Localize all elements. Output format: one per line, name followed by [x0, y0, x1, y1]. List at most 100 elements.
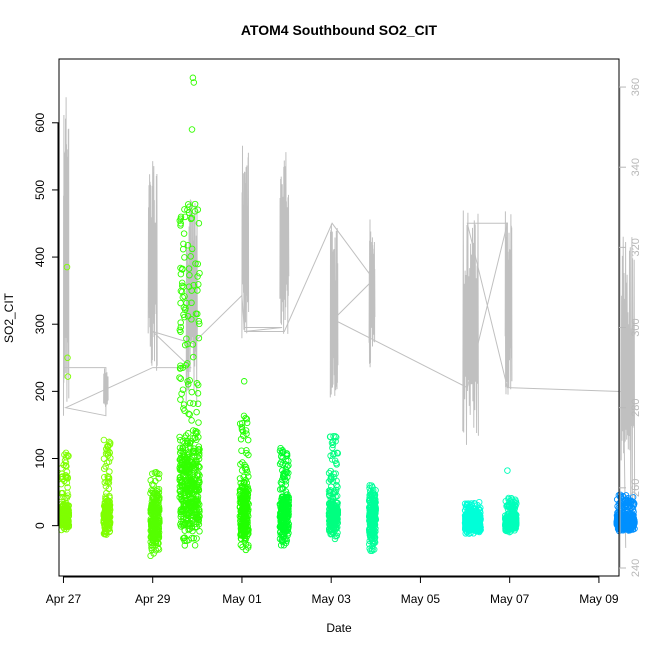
data-point	[368, 524, 375, 531]
x-axis-label: Date	[326, 621, 352, 635]
data-point	[184, 430, 192, 437]
data-point	[280, 541, 288, 549]
data-point	[620, 501, 627, 508]
data-point	[155, 496, 163, 504]
data-point	[192, 449, 200, 457]
y-axis-label: SO2_CIT	[2, 292, 16, 343]
data-point	[284, 491, 291, 498]
data-point	[282, 466, 290, 473]
data-point	[150, 511, 158, 518]
data-point	[191, 542, 199, 549]
data-point	[186, 399, 194, 407]
data-point	[154, 511, 162, 519]
data-point	[191, 200, 199, 208]
data-point	[283, 500, 291, 507]
data-point	[194, 390, 202, 397]
data-point	[59, 509, 67, 516]
data-point	[63, 474, 70, 481]
data-point	[194, 493, 202, 500]
data-point	[369, 542, 376, 550]
data-point	[477, 509, 484, 516]
data-point	[327, 519, 334, 526]
data-point	[188, 299, 195, 307]
data-point	[192, 429, 199, 437]
data-point-outlier	[240, 378, 248, 385]
data-point	[148, 541, 155, 549]
data-point	[106, 518, 114, 526]
data-point	[331, 535, 339, 543]
data-point	[181, 499, 188, 507]
data-point	[188, 478, 195, 486]
data-point	[327, 433, 334, 440]
data-point	[368, 503, 375, 511]
data-point	[59, 489, 66, 497]
data-point	[155, 485, 163, 493]
y2-tick-label: 320	[630, 238, 642, 256]
data-point	[366, 541, 373, 548]
data-point-outlier	[64, 373, 72, 380]
data-point	[192, 485, 200, 493]
data-point	[195, 281, 202, 288]
data-point	[182, 516, 189, 523]
data-point	[176, 374, 183, 381]
data-point	[191, 208, 199, 215]
y-tick-label: 0	[33, 522, 47, 529]
data-point	[60, 493, 67, 501]
data-point	[240, 432, 247, 439]
data-point	[327, 516, 335, 523]
line-segment	[504, 211, 513, 395]
data-point	[327, 530, 334, 538]
data-point	[178, 390, 185, 397]
data-point	[624, 520, 631, 528]
data-point	[330, 473, 338, 481]
data-point	[60, 515, 68, 523]
data-point	[244, 526, 251, 533]
data-point	[101, 479, 109, 486]
data-point	[181, 313, 188, 321]
data-point	[331, 514, 338, 521]
data-point	[177, 375, 185, 382]
data-point	[626, 502, 634, 510]
data-point	[243, 419, 251, 427]
y2-tick-label: 280	[630, 398, 642, 416]
data-point	[177, 319, 184, 326]
data-point	[504, 505, 512, 513]
y2-tick-label: 360	[630, 78, 642, 96]
data-point	[188, 417, 195, 424]
data-point	[188, 245, 196, 253]
data-point	[195, 334, 203, 342]
data-point	[177, 270, 185, 278]
data-point	[333, 520, 341, 527]
data-point	[245, 542, 252, 549]
data-point	[192, 463, 200, 471]
data-point	[104, 452, 112, 459]
data-point	[240, 488, 247, 496]
data-point	[195, 517, 203, 524]
data-point	[195, 464, 203, 471]
data-point	[196, 528, 203, 535]
data-point	[189, 473, 196, 481]
data-point	[504, 515, 511, 522]
data-point	[184, 520, 192, 527]
data-point	[61, 457, 69, 464]
data-point	[329, 444, 336, 452]
data-point	[366, 537, 373, 545]
data-point	[188, 287, 195, 294]
data-point	[177, 220, 185, 227]
data-point	[328, 507, 336, 515]
data-point	[185, 209, 193, 216]
data-point	[195, 419, 202, 426]
chart-title: ATOM4 Southbound SO2_CIT	[241, 22, 438, 38]
data-point	[369, 496, 376, 503]
data-point	[279, 525, 286, 532]
data-point	[184, 378, 191, 385]
line-segment	[103, 368, 109, 407]
data-point	[237, 494, 244, 501]
data-point	[188, 214, 196, 222]
data-point	[185, 526, 192, 534]
data-point	[180, 486, 187, 493]
data-point	[149, 535, 156, 542]
y-axis-right: 240 260 280 300 320 340 360	[619, 78, 642, 577]
data-point	[276, 460, 284, 468]
